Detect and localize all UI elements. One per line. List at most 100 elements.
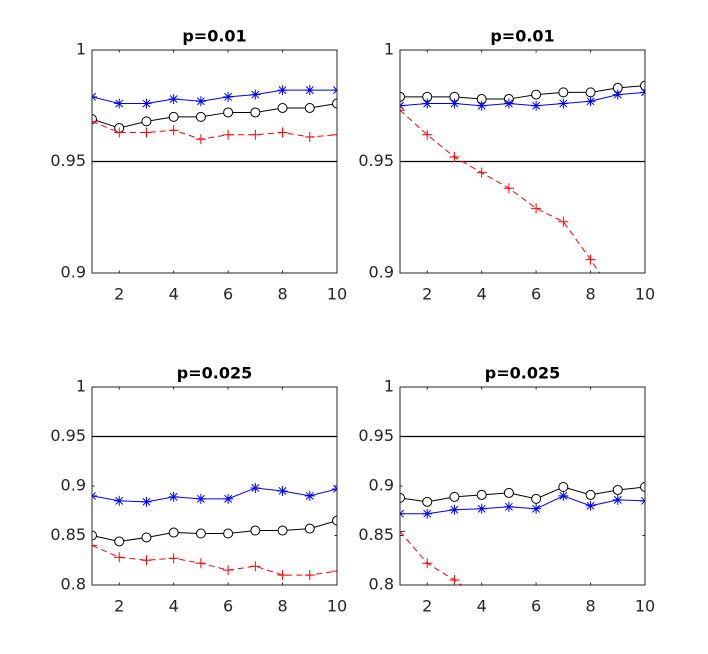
marker (223, 493, 234, 504)
marker (168, 527, 179, 538)
x-tick-label: 2 (422, 285, 432, 304)
marker (503, 98, 514, 109)
chart-title: p=0.025 (485, 364, 560, 383)
x-tick-label: 10 (635, 285, 655, 304)
marker (277, 525, 288, 536)
marker (558, 481, 569, 492)
marker (640, 80, 645, 91)
marker (195, 493, 206, 504)
marker (503, 501, 514, 512)
series-line (400, 531, 463, 585)
y-tick-label: 0.9 (369, 476, 394, 495)
marker (277, 102, 288, 113)
y-tick-label: 0.8 (369, 575, 394, 594)
marker (141, 555, 152, 566)
series-line (92, 103, 337, 129)
marker (332, 515, 337, 526)
x-tick-label: 10 (635, 597, 655, 616)
x-tick-label: 4 (169, 597, 179, 616)
marker (449, 504, 460, 515)
y-tick-label: 1 (384, 40, 394, 59)
marker (422, 129, 433, 140)
marker (250, 525, 261, 536)
marker (195, 528, 206, 539)
marker (332, 566, 337, 577)
y-tick-label: 0.95 (358, 151, 394, 170)
marker (449, 491, 460, 502)
marker (223, 107, 234, 118)
axes-background (92, 387, 337, 585)
marker (612, 494, 623, 505)
marker (92, 530, 97, 541)
marker (114, 98, 125, 109)
y-tick-label: 1 (76, 40, 86, 59)
marker (141, 496, 152, 507)
marker (250, 561, 261, 572)
marker (223, 528, 234, 539)
series-line (400, 486, 645, 503)
marker (531, 100, 542, 111)
marker (168, 125, 179, 136)
marker (400, 91, 405, 102)
marker (141, 98, 152, 109)
y-tick-label: 0.8 (61, 575, 86, 594)
marker (476, 100, 487, 111)
marker (304, 85, 315, 96)
marker (476, 489, 487, 500)
marker (640, 335, 650, 345)
marker (400, 105, 405, 116)
chart-title: p=0.025 (177, 364, 252, 383)
marker (223, 91, 234, 102)
marker (585, 96, 596, 107)
marker (223, 565, 234, 576)
series-line (400, 91, 645, 107)
marker (195, 558, 206, 569)
marker (531, 203, 542, 214)
series-line (92, 544, 337, 576)
marker (195, 134, 206, 145)
marker (304, 490, 315, 501)
x-tick-label: 10 (327, 285, 347, 304)
marker (422, 558, 433, 569)
x-tick-label: 8 (585, 285, 595, 304)
marker (114, 552, 125, 563)
plot-area (92, 482, 337, 581)
marker (195, 111, 206, 122)
y-tick-label: 0.9 (61, 263, 86, 282)
marker (168, 111, 179, 122)
marker (304, 570, 315, 581)
y-tick-label: 0.9 (369, 263, 394, 282)
x-tick-label: 8 (277, 597, 287, 616)
marker (558, 87, 569, 98)
marker (223, 129, 234, 140)
x-tick-label: 6 (223, 597, 233, 616)
marker (141, 116, 152, 127)
marker (277, 485, 288, 496)
chart-title: p=0.01 (182, 27, 246, 46)
chart-title: p=0.01 (490, 27, 554, 46)
marker (304, 523, 315, 534)
x-tick-label: 4 (169, 285, 179, 304)
y-tick-label: 0.85 (50, 525, 86, 544)
x-tick-label: 6 (531, 597, 541, 616)
marker (92, 540, 97, 551)
marker (277, 127, 288, 138)
marker (531, 493, 542, 504)
y-tick-label: 0.95 (50, 151, 86, 170)
series-line (400, 109, 601, 273)
y-tick-label: 0.9 (61, 476, 86, 495)
axes-box (91, 49, 338, 274)
marker (141, 532, 152, 543)
marker (332, 129, 337, 140)
x-tick-label: 6 (531, 285, 541, 304)
marker (640, 481, 645, 492)
marker (558, 98, 569, 109)
marker (585, 489, 596, 500)
marker (476, 167, 487, 178)
marker (503, 183, 514, 194)
marker (531, 503, 542, 514)
marker (277, 570, 288, 581)
y-tick-label: 1 (384, 377, 394, 396)
plot-area (400, 80, 650, 345)
